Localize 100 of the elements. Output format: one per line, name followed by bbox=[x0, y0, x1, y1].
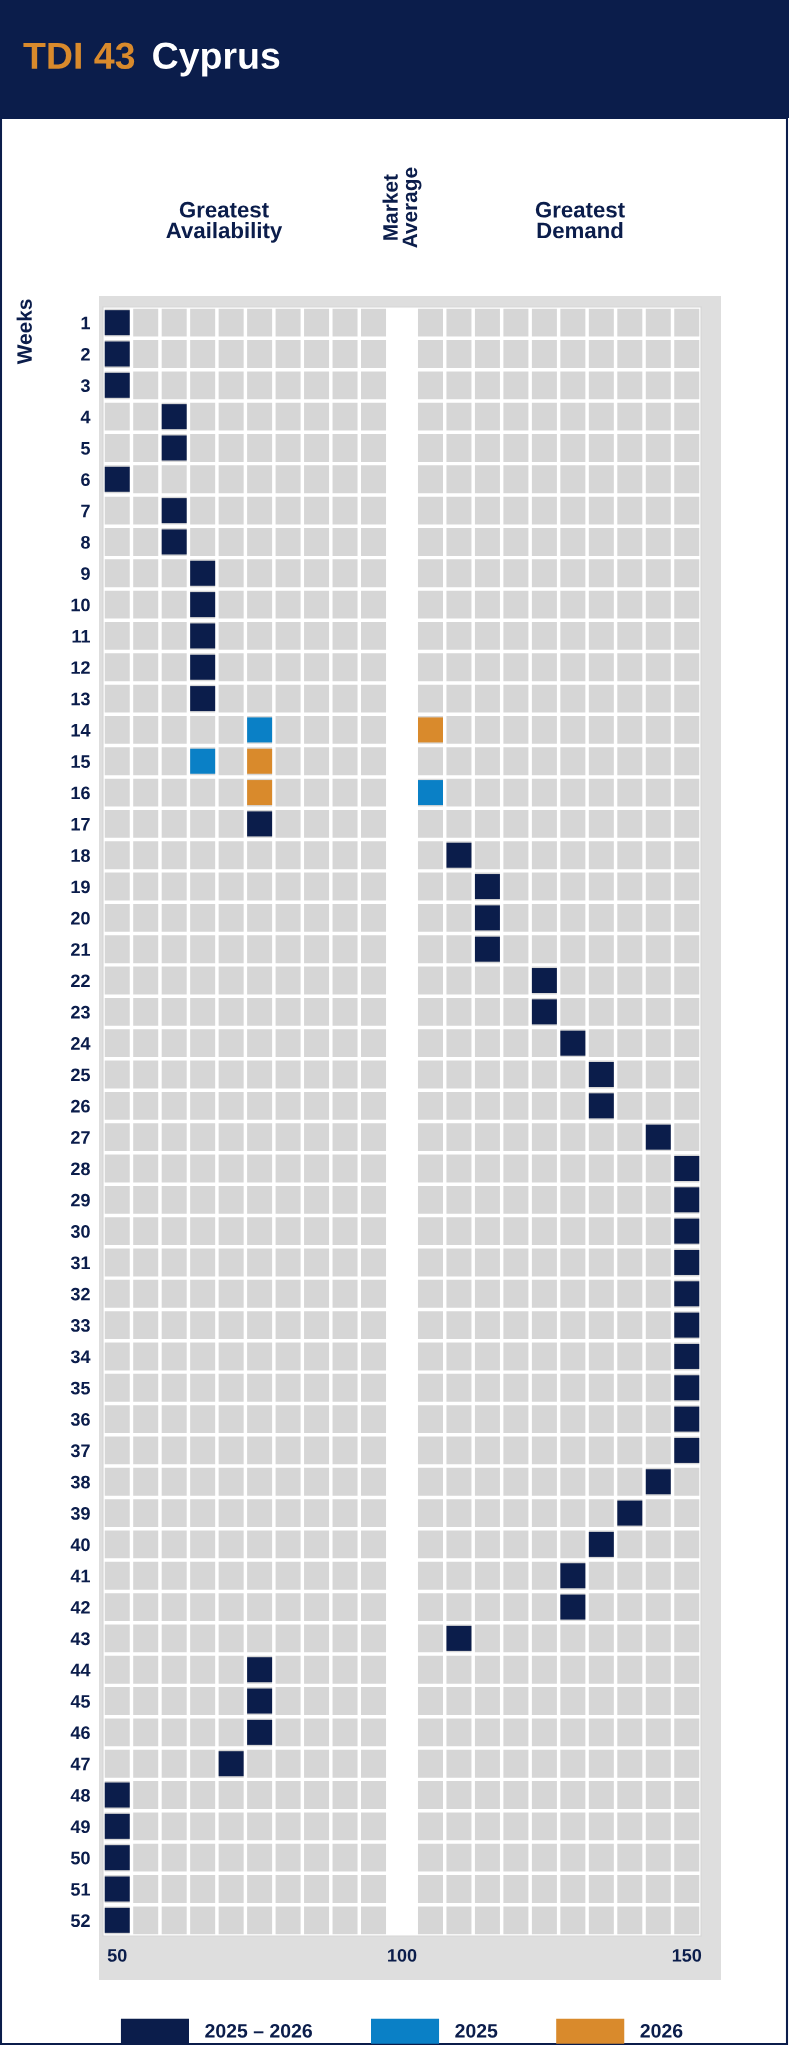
y-tick-label: 28 bbox=[71, 1162, 90, 1176]
point bbox=[588, 1062, 614, 1088]
y-tick-label: 9 bbox=[81, 567, 90, 580]
point bbox=[474, 874, 500, 900]
point bbox=[446, 1625, 472, 1651]
chart-title: TDI 43 bbox=[23, 42, 135, 70]
point bbox=[104, 1907, 130, 1933]
point bbox=[674, 1281, 700, 1307]
chart-subtitle: Cyprus bbox=[153, 42, 280, 77]
point bbox=[247, 1657, 273, 1683]
y-tick-label: 15 bbox=[71, 755, 90, 768]
y-tick-label: 45 bbox=[70, 1695, 90, 1708]
point bbox=[104, 341, 130, 367]
y-tick-label: 43 bbox=[70, 1632, 90, 1646]
x-tick-label: 150 bbox=[672, 1948, 702, 1962]
point bbox=[674, 1187, 700, 1213]
point bbox=[417, 780, 443, 806]
point bbox=[674, 1343, 700, 1369]
y-tick-label: 49 bbox=[70, 1820, 90, 1834]
point bbox=[560, 1594, 586, 1620]
point bbox=[674, 1218, 700, 1244]
point bbox=[674, 1155, 700, 1181]
y-tick-label: 41 bbox=[70, 1569, 90, 1583]
y-tick-label: 7 bbox=[81, 504, 90, 518]
y-tick-label: 52 bbox=[70, 1914, 90, 1928]
point bbox=[190, 654, 216, 680]
legend-label: 2025 bbox=[455, 2023, 498, 2038]
y-tick-label: 4 bbox=[80, 410, 91, 424]
point bbox=[531, 999, 557, 1025]
y-tick-label: 48 bbox=[70, 1788, 90, 1802]
point bbox=[560, 1563, 586, 1589]
y-axis-title: Weeks bbox=[16, 299, 32, 365]
y-tick-label: 42 bbox=[70, 1601, 90, 1614]
y-tick-label: 23 bbox=[71, 1005, 90, 1019]
y-tick-label: 47 bbox=[70, 1757, 90, 1771]
point bbox=[161, 435, 187, 461]
y-tick-label: 14 bbox=[71, 724, 91, 737]
point bbox=[474, 905, 500, 931]
x-tick-label: 100 bbox=[388, 1948, 417, 1962]
legend-label: 2025 – 2026 bbox=[205, 2023, 312, 2038]
point bbox=[674, 1406, 700, 1432]
text: Greatest Availability bbox=[166, 201, 283, 243]
y-tick-label: 51 bbox=[70, 1883, 90, 1896]
point bbox=[190, 623, 216, 649]
point bbox=[104, 1813, 130, 1839]
point bbox=[247, 1719, 273, 1745]
point bbox=[645, 1469, 671, 1495]
y-tick-label: 5 bbox=[81, 442, 90, 455]
text: Greatest Demand bbox=[535, 201, 625, 239]
y-tick-label: 39 bbox=[70, 1507, 90, 1520]
point bbox=[190, 560, 216, 586]
y-tick-label: 31 bbox=[70, 1256, 90, 1270]
point bbox=[674, 1375, 700, 1401]
y-tick-label: 25 bbox=[71, 1068, 90, 1082]
y-tick-label: 21 bbox=[71, 943, 90, 956]
y-tick-label: 22 bbox=[71, 974, 90, 988]
y-tick-label: 11 bbox=[72, 630, 90, 643]
y-tick-label: 26 bbox=[71, 1099, 90, 1113]
y-tick-label: 29 bbox=[71, 1193, 90, 1207]
point bbox=[588, 1093, 614, 1119]
y-tick-label: 33 bbox=[70, 1319, 90, 1332]
point bbox=[190, 748, 216, 774]
legend-label: 2026 bbox=[640, 2023, 683, 2038]
point bbox=[190, 592, 216, 618]
point bbox=[588, 1531, 614, 1557]
y-tick-label: 19 bbox=[71, 880, 90, 894]
y-tick-label: 8 bbox=[81, 535, 90, 549]
y-tick-label: 36 bbox=[70, 1413, 90, 1426]
y-tick-label: 17 bbox=[71, 818, 90, 831]
y-tick-label: 13 bbox=[71, 692, 90, 706]
point bbox=[104, 1782, 130, 1808]
point bbox=[446, 842, 472, 868]
ref-line-label: Market Average bbox=[382, 167, 422, 248]
point bbox=[104, 372, 130, 398]
x-tick-label: 50 bbox=[107, 1948, 127, 1962]
point bbox=[617, 1500, 643, 1526]
y-tick-label: 12 bbox=[71, 661, 90, 674]
y-tick-label: 1 bbox=[81, 316, 90, 330]
y-tick-label: 44 bbox=[70, 1663, 91, 1677]
y-tick-label: 32 bbox=[70, 1287, 90, 1301]
point bbox=[161, 404, 187, 430]
y-tick-label: 16 bbox=[71, 786, 90, 800]
point bbox=[218, 1751, 244, 1777]
point bbox=[645, 1124, 671, 1150]
y-tick-label: 50 bbox=[70, 1851, 90, 1865]
point bbox=[161, 498, 187, 524]
y-tick-label: 3 bbox=[80, 379, 90, 393]
y-tick-label: 38 bbox=[70, 1475, 90, 1489]
y-tick-label: 2 bbox=[81, 347, 90, 361]
y-tick-label: 24 bbox=[71, 1037, 91, 1050]
point bbox=[674, 1249, 700, 1275]
point bbox=[560, 1030, 586, 1056]
point bbox=[247, 748, 273, 774]
point bbox=[104, 310, 130, 336]
point bbox=[247, 1688, 273, 1714]
y-tick-label: 10 bbox=[71, 598, 90, 612]
point bbox=[474, 936, 500, 962]
point bbox=[104, 1845, 130, 1871]
y-tick-label: 35 bbox=[70, 1381, 90, 1395]
point bbox=[104, 1876, 130, 1902]
